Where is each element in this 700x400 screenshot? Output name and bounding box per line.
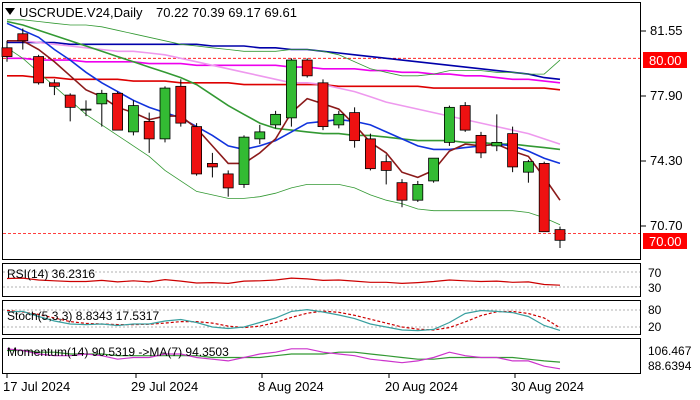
candle-body xyxy=(412,184,424,201)
candle-body xyxy=(17,33,29,42)
candle-body xyxy=(80,108,92,111)
overlay-line-1 xyxy=(7,57,561,84)
candle-body xyxy=(507,133,519,168)
candle-body xyxy=(206,163,218,168)
candle-body xyxy=(1,47,13,57)
rsi-axis-30: 30 xyxy=(648,281,662,295)
rsi-axis-70: 70 xyxy=(648,266,662,280)
momentum-line xyxy=(6,348,561,370)
rsi-line xyxy=(6,277,561,286)
stoch-axis-20: 20 xyxy=(648,320,662,334)
time-axis-label: 17 Jul 2024 xyxy=(3,379,70,394)
stoch-label: Stoch(5,3,3) 8.8343 17.5317 xyxy=(7,309,159,323)
candle-body xyxy=(64,94,76,108)
price-badge-70 xyxy=(643,233,687,249)
price-tick-label: 81.55 xyxy=(650,23,683,38)
candle-body xyxy=(112,92,123,131)
stoch-main-line xyxy=(6,308,561,332)
momentum-ma-line xyxy=(7,349,561,363)
price-badge-70-label: 70.00 xyxy=(649,234,682,249)
candle-body xyxy=(491,141,503,147)
price-panel-frame xyxy=(2,2,641,260)
candle-body xyxy=(96,92,108,105)
momentum-label: Momentum(14) 90.5319 ->MA(7) 94.3503 xyxy=(7,345,229,359)
candle-body xyxy=(285,59,297,119)
candle-body xyxy=(191,126,203,175)
price-tick-label: 77.90 xyxy=(650,88,683,103)
time-axis-label: 20 Aug 2024 xyxy=(385,379,458,394)
price-tick-label: 74.30 xyxy=(650,153,683,168)
candle-body xyxy=(428,157,440,182)
candle-body xyxy=(475,134,487,154)
momentum-axis-top: 106.467 xyxy=(648,344,692,358)
overlay-line-5 xyxy=(6,22,561,165)
candle-body xyxy=(222,173,234,189)
candle-body xyxy=(127,105,139,133)
overlay-line-0 xyxy=(7,41,561,81)
rsi-label: RSI(14) 36.2316 xyxy=(7,267,95,281)
indicator-lines xyxy=(6,277,561,370)
candle-body xyxy=(554,229,566,241)
stoch-panel-frame xyxy=(2,300,641,335)
price-axis xyxy=(641,30,646,227)
candle-body xyxy=(175,85,187,124)
candle-body xyxy=(459,105,471,131)
candle-body xyxy=(443,106,455,143)
candle-body xyxy=(317,82,329,128)
candle-body xyxy=(159,87,171,140)
reference-lines xyxy=(3,57,640,234)
moving-averages xyxy=(6,19,561,226)
price-badge-80-label: 80.00 xyxy=(649,53,682,68)
chart-symbol: USCRUDE.V24,Daily xyxy=(19,5,143,20)
overlay-line-7 xyxy=(7,19,561,77)
candle-body xyxy=(523,161,534,173)
price-badge-80 xyxy=(643,52,687,68)
candle-body xyxy=(333,113,345,126)
candle-body xyxy=(49,82,60,87)
candle-body xyxy=(396,182,408,201)
candle-body xyxy=(254,131,266,140)
overlay-line-6 xyxy=(7,39,561,201)
time-axis-label: 8 Aug 2024 xyxy=(258,379,324,394)
candle-body xyxy=(301,59,313,77)
stoch-axis-80: 80 xyxy=(648,303,662,317)
candle-body xyxy=(238,136,250,185)
candle-body xyxy=(538,163,550,233)
price-tick-label: 70.70 xyxy=(650,218,683,233)
momentum-panel-frame xyxy=(2,338,641,374)
overlay-line-4 xyxy=(6,20,561,151)
momentum-axis-bottom: 88.6394 xyxy=(648,359,692,373)
candle-body xyxy=(380,161,392,171)
candle-body xyxy=(364,138,376,170)
candle-body xyxy=(143,120,155,140)
candle-body xyxy=(349,112,361,142)
dropdown-triangle-icon[interactable] xyxy=(5,8,15,15)
stoch-signal-line xyxy=(6,309,561,331)
time-axis-label: 30 Aug 2024 xyxy=(511,379,584,394)
chart-ohlc: 70.22 70.39 69.17 69.61 xyxy=(156,5,297,20)
overlay-line-2 xyxy=(7,75,561,91)
time-axis-ticks xyxy=(6,374,516,378)
rsi-panel-frame xyxy=(2,263,641,297)
overlay-line-8 xyxy=(6,47,561,226)
candle-body xyxy=(33,56,44,84)
time-axis-label: 29 Jul 2024 xyxy=(131,379,198,394)
candle-body xyxy=(270,113,282,126)
candles xyxy=(1,28,566,249)
